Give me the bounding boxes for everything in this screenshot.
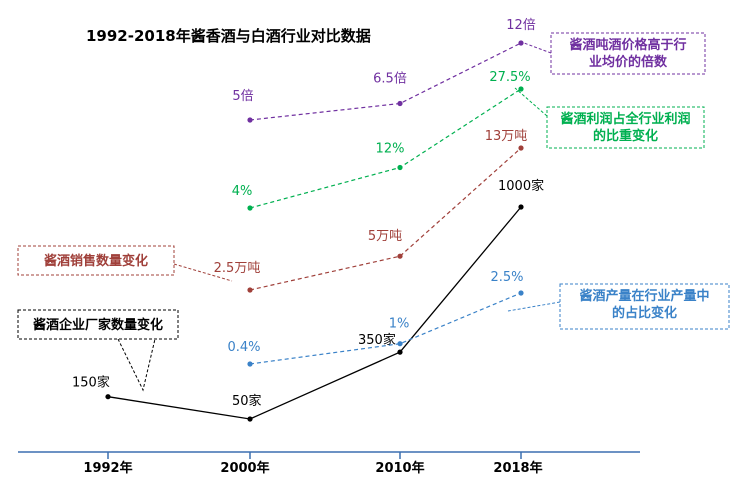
data-point: [247, 416, 253, 422]
data-point: [518, 145, 524, 151]
data-label: 12倍: [506, 18, 536, 33]
data-point: [397, 100, 403, 107]
data-label: 2.5%: [490, 270, 523, 285]
callout-3: 酱酒企业厂家数量变化: [17, 309, 179, 392]
callout-text: 酱酒销售数量变化: [44, 253, 148, 269]
callout-box: [546, 106, 705, 149]
data-label: 50家: [232, 393, 262, 409]
x-axis-ticks: 1992年 2000年 2010年 2018年: [83, 452, 543, 476]
series-1: 4% 12% 27.5%: [232, 70, 531, 211]
series-layer: 5倍 6.5倍 12倍 4% 12% 27.5% 2.5万吨 5万吨 13万吨 150家 50家 35…: [72, 18, 544, 422]
data-label: 1000家: [498, 178, 544, 194]
callout-text: 的比重变化: [593, 128, 658, 144]
data-label: 27.5%: [489, 70, 530, 85]
data-label: 13万吨: [485, 129, 528, 144]
x-tick-label: 2018年: [493, 460, 542, 476]
data-label: 6.5倍: [373, 72, 407, 87]
callout-text: 酱酒吨酒价格高于行: [569, 37, 686, 53]
data-label: 5倍: [232, 89, 253, 104]
callout-box: [559, 283, 730, 330]
callout-text: 的占比变化: [612, 305, 677, 321]
data-point: [247, 117, 253, 123]
series-line: [249, 292, 522, 365]
x-tick-label: 2000年: [220, 460, 269, 476]
callout-layer: 酱酒吨酒价格高于行业均价的倍数酱酒利润占全行业利润的比重变化酱酒销售数量变化酱酒…: [17, 32, 730, 392]
data-label: 150家: [72, 375, 110, 391]
series-line: [107, 206, 522, 420]
callout-leader: [514, 87, 548, 117]
x-tick-label: 2010年: [375, 460, 424, 476]
data-point: [518, 204, 524, 210]
data-point: [397, 164, 403, 171]
data-point: [397, 349, 403, 355]
callout-leader: [117, 338, 156, 392]
series-0: 5倍 6.5倍 12倍: [232, 18, 536, 123]
data-point: [397, 341, 403, 347]
data-point: [518, 290, 524, 296]
data-label: 1%: [389, 317, 410, 332]
data-label: 0.4%: [227, 340, 260, 355]
series-line: [249, 147, 522, 291]
callout-text: 酱酒利润占全行业利润: [560, 111, 690, 127]
series-2: 2.5万吨 5万吨 13万吨: [214, 129, 528, 293]
chart-title: 1992-2018年酱香酒与白酒行业对比数据: [86, 27, 371, 45]
callout-box: [17, 245, 175, 276]
data-point: [247, 361, 253, 367]
data-label: 4%: [232, 184, 253, 199]
data-label: 12%: [376, 141, 405, 156]
data-point: [105, 394, 111, 400]
data-point: [518, 40, 524, 46]
callout-2: 酱酒销售数量变化: [17, 245, 233, 282]
callout-leader: [523, 42, 552, 54]
x-tick-label: 1992年: [83, 460, 132, 476]
callout-leader: [173, 263, 233, 282]
callout-text: 酱酒企业厂家数量变化: [33, 317, 163, 333]
series-4: 0.4% 1% 2.5%: [227, 270, 524, 367]
data-label: 2.5万吨: [214, 261, 261, 276]
callout-text: 业均价的倍数: [589, 54, 668, 70]
data-point: [247, 287, 253, 293]
data-label: 5万吨: [368, 229, 402, 244]
data-point: [518, 86, 524, 92]
data-label: 350家: [358, 332, 396, 348]
data-point: [247, 205, 253, 211]
series-3: 150家 50家 350家 1000家: [72, 178, 544, 422]
callout-text: 酱酒产量在行业产量中: [579, 288, 709, 304]
callout-box: [550, 32, 706, 75]
callout-leader: [507, 301, 561, 312]
data-point: [397, 253, 403, 259]
callout-box: [17, 309, 179, 340]
